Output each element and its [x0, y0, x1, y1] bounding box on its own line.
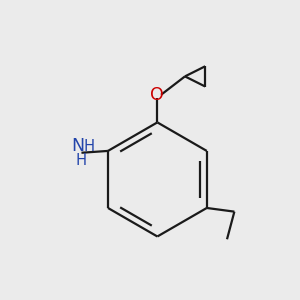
Text: O: O [151, 86, 164, 104]
Text: H: H [76, 153, 87, 168]
Text: N: N [71, 137, 84, 155]
Text: H: H [84, 139, 95, 154]
